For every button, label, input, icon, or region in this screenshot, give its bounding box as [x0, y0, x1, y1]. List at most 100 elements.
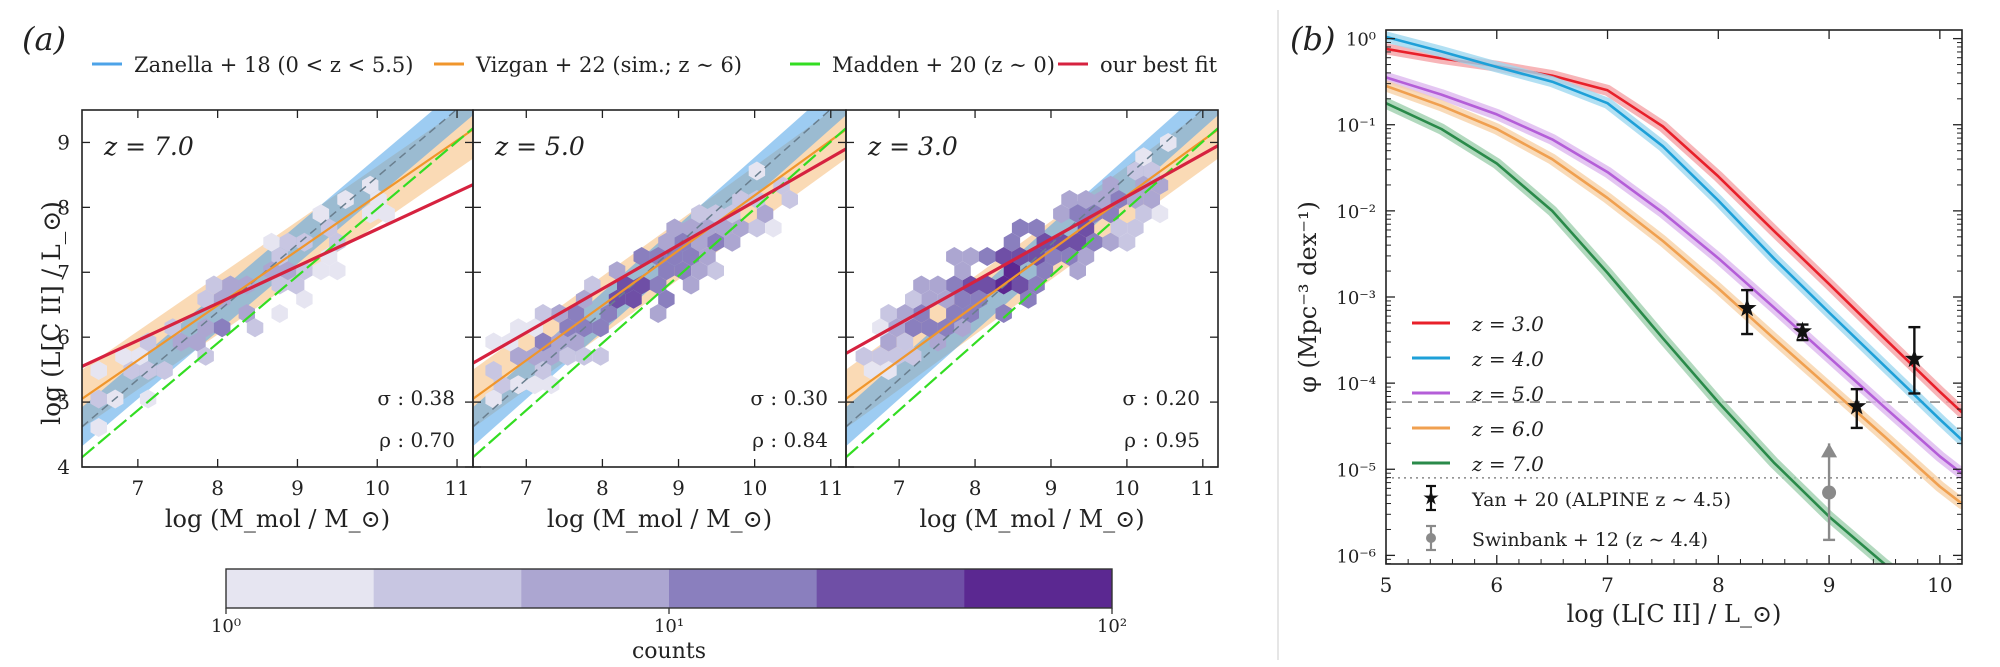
hexbin-cell	[658, 232, 675, 252]
series-line	[1386, 102, 1887, 564]
hexbin-cell	[691, 204, 708, 224]
legend-entry-madden: Madden + 20 (z ∼ 0)	[790, 53, 1055, 77]
hexbin-cell	[1028, 275, 1045, 295]
hexbin-cell	[1069, 232, 1086, 252]
rho-annotation: ρ : 0.84	[752, 428, 828, 452]
series-line	[1386, 76, 1962, 475]
hexbin-cell	[872, 346, 889, 366]
hexbin-cell	[962, 304, 979, 323]
legend-label: Zanella + 18 (0 < z < 5.5)	[134, 53, 413, 77]
hexbin-cell	[312, 261, 330, 281]
x-tick-label: 9	[291, 476, 304, 500]
panel-label-b: (b)	[1290, 20, 1335, 58]
hexbin-cell	[296, 232, 313, 252]
lower-limit-arrow	[1821, 443, 1838, 458]
x-axis-label: log (M_mol / M_⊙)	[165, 505, 390, 533]
redshift-annotation: z = 5.0	[494, 132, 585, 161]
hexbin-cell	[608, 261, 626, 281]
legend-label: Madden + 20 (z ∼ 0)	[832, 53, 1055, 77]
x-tick-label: 7	[131, 476, 144, 500]
hexbin-cell	[748, 218, 766, 238]
hexbin-cell	[962, 247, 979, 266]
x-tick-label: 10	[365, 476, 390, 500]
legend-entry-vizgan: Vizgan + 22 (sim.; z ∼ 6)	[434, 53, 742, 77]
hexbin-cell	[271, 247, 288, 266]
x-tick-label: 7	[893, 476, 906, 500]
legend-label: Yan + 20 (ALPINE z ∼ 4.5)	[1471, 489, 1731, 511]
hexbin-cell	[567, 332, 585, 352]
hexbin-cell	[1061, 247, 1078, 266]
x-tick-label: 9	[1823, 573, 1836, 597]
hexbin-cell	[485, 332, 502, 352]
legend-top: Zanella + 18 (0 < z < 5.5) Vizgan + 22 (…	[92, 53, 1218, 77]
x-tick-label: 6	[1490, 573, 1503, 597]
observation-star	[1793, 321, 1812, 340]
hexbin-cell	[1020, 289, 1037, 309]
series-band	[1386, 31, 1962, 446]
hexbin-cell	[139, 361, 157, 380]
hexbin-cells	[90, 175, 395, 437]
hexbin-cell	[1011, 218, 1029, 238]
hexbin-cell	[485, 361, 502, 380]
vizgan-line	[82, 128, 473, 400]
colorbar-segment	[964, 569, 1113, 608]
hexbin-cell	[534, 332, 552, 352]
hexbin-cell	[888, 346, 905, 366]
rho-annotation: ρ : 0.70	[379, 428, 455, 452]
colorbar-segment	[226, 569, 375, 608]
redshift-annotation: z = 3.0	[867, 132, 958, 161]
plot-area	[1386, 31, 1962, 564]
hexbin-cell	[929, 275, 947, 295]
hexbin-cell	[90, 418, 107, 437]
subplot-z3: 7 8 9 10 11 z = 3.0 σ : 0.20 ρ : 0.95 log (M_mol…	[845, 109, 1219, 533]
hexbin-cell	[238, 304, 255, 323]
plot-area	[82, 110, 473, 459]
hexbin-cell	[534, 361, 552, 380]
y-axis-label-a: log (L[C II] / L_⊙)	[37, 201, 66, 425]
hexbin-cell	[781, 190, 798, 209]
hexbin-cell	[337, 190, 354, 209]
hexbin-cells	[485, 161, 798, 409]
sigma-annotation: σ : 0.38	[377, 386, 455, 410]
colorbar-segment	[373, 569, 522, 608]
observation-star	[1847, 396, 1867, 415]
hexbin-cell	[979, 247, 996, 266]
colorbar: 10⁰ 10¹ 10² counts	[211, 568, 1127, 664]
y-tick-label: 6	[57, 325, 70, 349]
hexbin-cell	[296, 289, 313, 309]
hexbin-cell	[732, 190, 749, 209]
hexbin-cell	[559, 346, 576, 366]
hexbin-cell	[1102, 232, 1119, 252]
hexbin-cell	[905, 289, 922, 309]
legend-label: z = 7.0	[1471, 452, 1544, 476]
observation-star	[1904, 349, 1924, 368]
hexbin-cell	[929, 332, 947, 352]
hexbin-cell	[271, 304, 288, 323]
hexbin-cell	[534, 304, 552, 323]
subplot-luminosity-function: 5 6 7 8 9 10 10⁰ 10⁻¹ 10⁻² 10⁻³ 10⁻⁴ 10⁻⁵ 10⁻⁶ log (L…	[1294, 29, 1963, 628]
hexbin-cell	[1127, 218, 1144, 238]
legend-entry-zanella: Zanella + 18 (0 < z < 5.5)	[92, 53, 413, 77]
hexbin-cell	[263, 232, 280, 252]
x-tick-label: 11	[818, 476, 843, 500]
hexbin-cell	[748, 161, 766, 181]
y-tick-label: 8	[57, 195, 70, 219]
x-tick-label: 11	[444, 476, 469, 500]
hexbin-cell	[682, 275, 700, 295]
zanella-line	[82, 110, 458, 428]
zanella-line	[846, 110, 1204, 428]
observation-circle	[1822, 485, 1837, 500]
colorbar-tick-label: 10²	[1097, 616, 1127, 637]
legend-label: Swinbank + 12 (z ∼ 4.4)	[1472, 529, 1708, 551]
x-axis-label: log (M_mol / M_⊙)	[547, 505, 772, 533]
hexbin-cell	[197, 289, 214, 309]
hexbin-cell	[1102, 175, 1119, 195]
x-tick-label: 7	[1601, 573, 1614, 597]
x-axis-label: log (L[C II] / L_⊙)	[1567, 600, 1782, 628]
x-axis-label: log (M_mol / M_⊙)	[919, 505, 1144, 533]
y-tick-label: 10⁻²	[1336, 202, 1376, 223]
colorbar-segment	[816, 569, 965, 608]
hexbin-cell	[954, 261, 971, 281]
hexbin-cell	[543, 375, 560, 395]
